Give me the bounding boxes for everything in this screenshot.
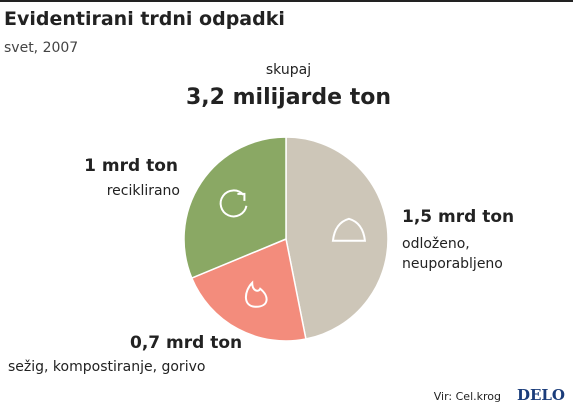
icon xyxy=(237,192,246,201)
icon xyxy=(244,280,268,308)
chart-title: Evidentirani trdni odpadki xyxy=(4,8,285,30)
pie-slice xyxy=(190,237,307,342)
publisher-logo: DELO xyxy=(516,386,565,404)
category-label: sežig, kompostiranje, gorivo xyxy=(8,359,206,375)
total-label: 3,2 milijarde ton xyxy=(185,85,392,110)
pie-slice xyxy=(183,136,287,280)
category-label: reciklirano xyxy=(106,183,180,199)
icon xyxy=(219,189,248,218)
value-label: 0,7 mrd ton xyxy=(130,333,243,353)
total-caption: skupaj xyxy=(265,62,312,78)
pie-slice xyxy=(285,136,389,340)
subtitle: svet, 2007 xyxy=(4,40,79,56)
value-label: 1 mrd ton xyxy=(84,156,178,176)
category-label: odloženo, neuporabljeno xyxy=(402,236,503,272)
value-label: 1,5 mrd ton xyxy=(402,207,515,227)
source: Vir: Cel.krog xyxy=(433,390,501,403)
icon xyxy=(331,217,367,242)
